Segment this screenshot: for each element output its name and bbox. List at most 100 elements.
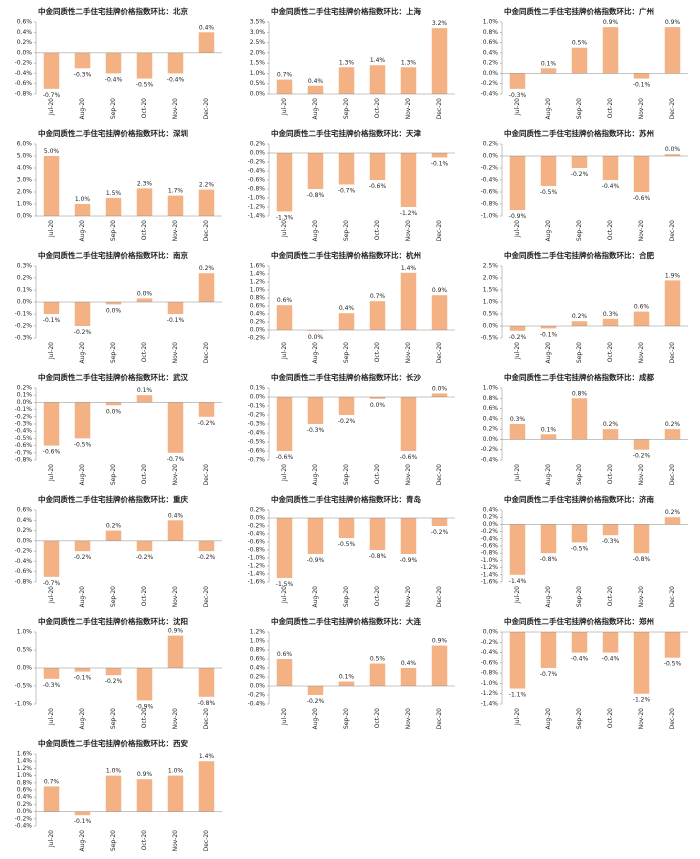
value-label: 0.6%: [277, 297, 293, 304]
y-tick-label: -0.5%: [15, 683, 33, 690]
value-label: 0.4%: [401, 660, 417, 667]
bar: [664, 154, 681, 156]
bar: [369, 65, 386, 94]
y-tick-label: -1.6%: [248, 579, 266, 586]
y-tick-label: 0.0%: [250, 515, 266, 522]
value-label: -0.7%: [338, 188, 356, 195]
value-label: -0.2%: [571, 171, 589, 178]
x-tick-label: Jul-20: [514, 586, 521, 604]
chart-panel: 中金同质性二手住宅挂牌价格指数环比：苏州 -1.0% -0.8% -0.6% -0.4%…: [481, 128, 688, 242]
x-tick-label: Jul-20: [281, 708, 288, 726]
value-label: 1.0%: [75, 196, 91, 203]
bar: [74, 52, 91, 69]
value-label: 0.9%: [432, 287, 448, 294]
value-label: 1.9%: [665, 272, 681, 279]
bar: [369, 153, 386, 180]
y-tick-label: 0.0%: [250, 394, 266, 401]
y-tick-label: -0.8%: [481, 201, 499, 208]
y-tick-label: -1.0%: [481, 557, 499, 564]
x-tick-label: Oct-20: [607, 586, 614, 606]
value-label: -1.5%: [276, 581, 294, 588]
bar: [509, 424, 526, 440]
y-tick-label: 0.2%: [17, 385, 33, 392]
value-label: -0.7%: [43, 580, 61, 587]
x-tick-label: Aug-20: [79, 830, 86, 852]
x-tick-label: Dec-20: [436, 708, 443, 730]
bar: [540, 524, 557, 554]
y-tick-label: 1.0%: [250, 638, 266, 645]
bar: [571, 156, 588, 168]
y-tick-label: 0.2%: [17, 527, 33, 534]
bar: [167, 775, 184, 812]
x-tick-label: Nov-20: [405, 342, 412, 364]
x-tick-label: Dec-20: [669, 220, 676, 242]
x-tick-label: Dec-20: [436, 220, 443, 242]
chart-panel: 中金同质性二手住宅挂牌价格指数环比：合肥 -0.5% 0.0% 0.5% 1.0% 1.5…: [481, 250, 688, 364]
y-tick-label: -0.2%: [248, 692, 266, 699]
chart-title: 中金同质性二手住宅挂牌价格指数环比：青岛: [271, 494, 421, 504]
chart-panel: 中金同质性二手住宅挂牌价格指数环比：青岛 -1.6%-1.4%-1.2%-1.0%…: [248, 494, 455, 608]
value-label: -0.6%: [400, 454, 418, 461]
value-label: -0.2%: [74, 329, 92, 336]
bar: [276, 305, 293, 330]
value-label: 0.0%: [106, 307, 122, 314]
y-tick-label: 0.8%: [17, 779, 33, 786]
value-label: 0.1%: [541, 60, 557, 67]
x-tick-label: Nov-20: [172, 98, 179, 120]
bar: [369, 301, 386, 330]
y-tick-label: 2.5%: [483, 263, 499, 270]
x-tick-label: Jul-20: [48, 586, 55, 604]
bar: [136, 188, 153, 216]
y-tick-label: 0.4%: [17, 29, 33, 36]
x-tick-label: Nov-20: [638, 464, 645, 486]
value-label: 0.0%: [370, 402, 386, 409]
y-tick-label: -0.3%: [15, 421, 33, 428]
value-label: -0.1%: [43, 317, 61, 324]
x-tick-label: Dec-20: [669, 708, 676, 730]
value-label: 2.2%: [199, 182, 215, 189]
bar: [74, 668, 91, 672]
y-tick-label: 1.5%: [483, 287, 499, 294]
x-tick-label: Oct-20: [607, 342, 614, 362]
y-tick-label: 0.6%: [250, 656, 266, 663]
bar: [369, 663, 386, 686]
bar: [602, 156, 619, 180]
y-tick-label: -0.4%: [248, 531, 266, 538]
bar: [276, 518, 293, 578]
x-tick-label: Jul-20: [48, 464, 55, 482]
bar: [105, 52, 122, 74]
chart-panel: 中金同质性二手住宅挂牌价格指数环比：杭州-0.2%0.0%0.2%0.4%0.6…: [248, 250, 455, 364]
bar: [307, 153, 324, 189]
y-tick-label: 1.5%: [250, 60, 266, 67]
y-tick-label: 1.6%: [17, 751, 33, 758]
x-tick-label: Oct-20: [141, 586, 148, 606]
y-tick-label: 1.0%: [250, 287, 266, 294]
value-label: 0.9%: [603, 19, 619, 26]
x-tick-label: Oct-20: [607, 464, 614, 484]
bar: [43, 540, 60, 577]
value-label: -1.4%: [509, 578, 527, 585]
value-label: -0.9%: [400, 557, 418, 564]
x-tick-label: Sep-20: [343, 586, 350, 607]
y-tick-label: -0.8%: [481, 550, 499, 557]
y-tick-label: -0.5%: [248, 439, 266, 446]
value-label: -0.7%: [167, 456, 185, 463]
x-tick-label: Aug-20: [545, 220, 552, 242]
bar: [633, 73, 650, 79]
chart-title: 中金同质性二手住宅挂牌价格指数环比：西安: [38, 738, 188, 748]
y-tick-label: 1.2%: [17, 765, 33, 772]
value-label: -0.5%: [571, 545, 589, 552]
x-tick-label: Oct-20: [607, 98, 614, 118]
x-tick-label: Sep-20: [343, 98, 350, 119]
y-tick-label: -0.4%: [248, 168, 266, 175]
x-tick-label: Oct-20: [374, 586, 381, 606]
y-tick-label: 0.4%: [483, 507, 499, 514]
value-label: -0.1%: [633, 82, 651, 89]
bar: [105, 402, 122, 406]
bar: [136, 779, 153, 812]
y-tick-label: -1.0%: [248, 195, 266, 202]
x-tick-label: Dec-20: [203, 220, 210, 242]
y-tick-label: 0.0%: [17, 665, 33, 672]
value-label: -0.2%: [307, 698, 325, 705]
value-label: -0.3%: [307, 427, 325, 434]
